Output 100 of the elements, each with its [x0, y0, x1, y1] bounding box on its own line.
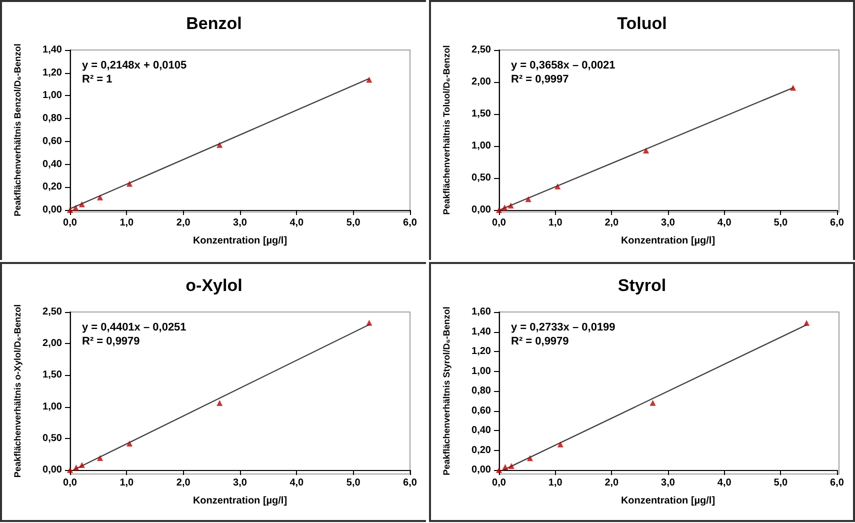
- point: [508, 463, 514, 470]
- x-tick-label: 2,0: [604, 478, 620, 488]
- point: [790, 84, 796, 91]
- point: [126, 180, 132, 187]
- y-axis-title: Peakflächenverhältnis o-Xylol/D₆-Benzol: [12, 304, 22, 478]
- y-tick-label: 1,00: [42, 401, 62, 412]
- chart-title: Styrol: [618, 276, 666, 295]
- x-tick-label: 3,0: [661, 478, 676, 488]
- y-tick-label: 1,00: [472, 366, 492, 377]
- point: [496, 207, 502, 213]
- point: [804, 320, 810, 326]
- x-axis-title: Konzentration [µg/l]: [192, 236, 288, 246]
- x-tick-label: 1,0: [548, 218, 563, 228]
- y-tick-label: 1,40: [42, 44, 62, 56]
- y-axis-title: Peakflächenverhältnis Benzol/D₆-Benzol: [12, 44, 22, 216]
- annotation: R² = 0,9979: [82, 336, 140, 348]
- point: [97, 194, 104, 200]
- point: [216, 142, 223, 148]
- point: [126, 440, 132, 446]
- annotation: y = 0,2733x – 0,0199: [511, 322, 616, 334]
- x-tick-label: 5,0: [346, 218, 361, 228]
- x-tick-label: 4,0: [290, 478, 304, 488]
- point: [73, 464, 80, 470]
- y-axis-title: Peakflächenverhältnis Styrol/D₆-Benzol: [442, 306, 452, 476]
- y-tick-label: 0,60: [472, 405, 492, 416]
- x-tick-label: 4,0: [717, 478, 732, 488]
- x-tick-label: 2,0: [604, 218, 620, 228]
- point: [78, 201, 85, 208]
- x-tick-label: 2,0: [176, 218, 191, 228]
- y-tick-label: 0,20: [42, 182, 62, 193]
- y-tick-label: 0,50: [42, 432, 62, 444]
- y-tick-label: 2,00: [472, 76, 492, 88]
- point: [97, 454, 104, 461]
- y-tick-label: 2,50: [472, 44, 492, 56]
- y-tick-label: 2,50: [42, 306, 62, 318]
- y-tick-label: 1,50: [472, 108, 492, 120]
- y-tick-label: 1,20: [472, 346, 492, 357]
- y-tick-label: 1,60: [472, 306, 492, 318]
- x-tick-label: 3,0: [233, 478, 248, 488]
- point: [366, 320, 372, 326]
- y-tick-label: 0,20: [472, 444, 492, 456]
- y-tick-label: 0,00: [42, 464, 62, 476]
- point: [216, 400, 223, 406]
- y-tick-label: 0,60: [42, 136, 62, 147]
- y-tick-label: 1,20: [42, 67, 62, 78]
- annotation: y = 0,4401x – 0,0251: [82, 322, 186, 334]
- point: [526, 455, 533, 462]
- annotation: y = 0,3658x – 0,0021: [511, 60, 616, 72]
- y-tick-label: 0,40: [42, 158, 62, 170]
- point: [67, 207, 73, 213]
- x-tick-label: 0,0: [63, 478, 78, 488]
- point: [650, 400, 656, 406]
- y-tick-label: 0,00: [472, 464, 492, 476]
- y-tick-label: 0,00: [42, 204, 62, 216]
- y-tick-label: 0,00: [472, 204, 492, 216]
- point: [557, 441, 564, 448]
- x-tick-label: 6,0: [830, 218, 844, 228]
- point: [496, 467, 502, 473]
- x-tick-label: 2,0: [176, 478, 191, 488]
- x-tick-label: 4,0: [717, 218, 732, 228]
- annotation: R² = 0,9997: [511, 74, 569, 86]
- annotation: R² = 0,9979: [511, 336, 569, 348]
- point: [78, 462, 85, 468]
- annotation: R² = 1: [82, 74, 112, 86]
- x-tick-label: 1,0: [120, 478, 134, 488]
- y-tick-label: 1,00: [42, 90, 62, 102]
- x-tick-label: 3,0: [661, 218, 676, 228]
- point: [502, 204, 508, 210]
- y-tick-label: 1,00: [472, 140, 492, 152]
- x-tick-label: 3,0: [233, 218, 248, 228]
- y-tick-label: 1,40: [472, 326, 492, 338]
- x-tick-label: 1,0: [120, 218, 134, 228]
- x-axis-title: Konzentration [µg/l]: [620, 236, 716, 246]
- point: [502, 464, 508, 470]
- point: [525, 196, 532, 202]
- x-tick-label: 0,0: [492, 218, 506, 228]
- x-tick-label: 6,0: [830, 478, 844, 488]
- x-tick-label: 0,0: [492, 478, 506, 488]
- x-tick-label: 5,0: [774, 478, 788, 488]
- point: [643, 147, 650, 154]
- x-tick-label: 1,0: [548, 478, 563, 488]
- x-tick-label: 5,0: [774, 218, 788, 228]
- x-tick-label: 5,0: [346, 478, 361, 488]
- point: [508, 202, 514, 209]
- x-axis-title: Konzentration [µg/l]: [192, 496, 288, 506]
- point: [72, 204, 79, 211]
- point: [554, 183, 561, 190]
- y-tick-label: 2,00: [42, 338, 62, 350]
- chart-title: Benzol: [186, 14, 242, 33]
- annotation: y = 0,2148x + 0,0105: [82, 60, 187, 72]
- x-tick-label: 0,0: [63, 218, 78, 228]
- chart-title: Toluol: [617, 14, 667, 33]
- chart-title: o-Xylol: [186, 276, 242, 295]
- y-tick-label: 0,50: [472, 172, 492, 184]
- x-tick-label: 4,0: [290, 218, 304, 228]
- y-tick-label: 0,80: [42, 113, 62, 124]
- y-tick-label: 0,80: [472, 386, 492, 396]
- x-axis-title: Konzentration [µg/l]: [620, 496, 716, 506]
- y-tick-label: 1,50: [42, 370, 62, 381]
- y-axis-title: Peakflächenverhältnis Toluol/D₆-Benzol: [442, 45, 452, 215]
